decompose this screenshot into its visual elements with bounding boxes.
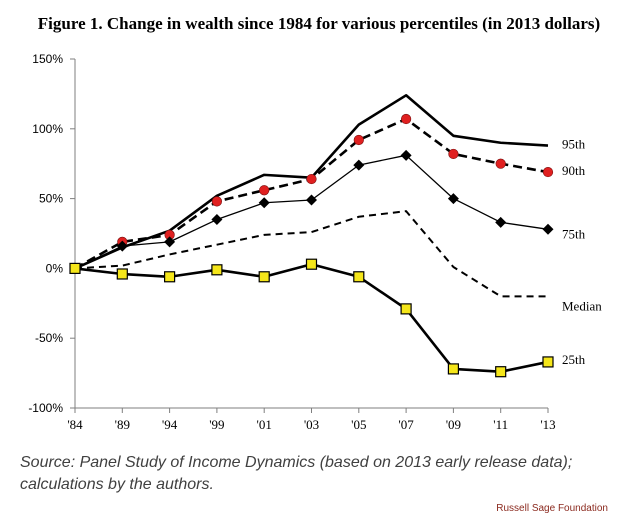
series-label-95th: 95th xyxy=(562,137,586,152)
data-point-90th xyxy=(542,166,554,178)
data-point-75th xyxy=(306,194,317,206)
data-point-90th xyxy=(306,173,317,185)
series-label-75th: 75th xyxy=(562,226,586,241)
y-tick-label: -50% xyxy=(35,331,63,345)
data-point-75th xyxy=(164,236,176,248)
x-tick-label: '94 xyxy=(162,417,178,432)
data-point-75th xyxy=(211,214,223,226)
x-tick-label: '84 xyxy=(67,417,83,432)
x-tick-label: '99 xyxy=(209,417,224,432)
data-point-25th xyxy=(495,366,507,378)
data-point-75th xyxy=(542,223,554,235)
data-point-25th xyxy=(164,271,176,283)
data-point-25th xyxy=(116,268,128,280)
data-point-90th xyxy=(448,148,459,160)
x-tick-label: '01 xyxy=(257,417,272,432)
data-point-75th xyxy=(447,193,459,205)
series-line-25th xyxy=(74,262,549,374)
chart-title: Figure 1. Change in wealth since 1984 fo… xyxy=(37,14,601,33)
x-tick-label: '11 xyxy=(493,417,508,432)
data-point-25th xyxy=(211,264,223,276)
source-note: Source: Panel Study of Income Dynamics (… xyxy=(20,454,573,493)
series-label-median: Median xyxy=(562,298,602,313)
data-point-75th xyxy=(116,240,128,252)
data-point-75th xyxy=(495,216,507,228)
data-point-25th xyxy=(542,356,554,368)
data-point-75th xyxy=(258,197,270,209)
data-point-25th xyxy=(305,258,318,270)
data-point-25th xyxy=(400,303,412,315)
data-point-75th xyxy=(400,149,412,161)
series-line-75th xyxy=(74,154,549,269)
data-point-25th xyxy=(69,262,81,274)
y-tick-label: -100% xyxy=(28,401,63,415)
x-tick-label: '07 xyxy=(398,417,414,432)
x-tick-label: '03 xyxy=(304,417,319,432)
y-tick-label: 100% xyxy=(32,122,63,136)
series-label-90th: 90th xyxy=(562,163,586,178)
data-point-90th xyxy=(495,158,506,169)
data-point-90th xyxy=(401,113,412,125)
y-tick-label: 0% xyxy=(46,261,64,275)
data-point-90th xyxy=(259,185,270,196)
data-point-75th xyxy=(353,159,365,171)
series-label-25th: 25th xyxy=(562,352,586,367)
x-tick-label: '09 xyxy=(446,417,461,432)
y-tick-label: 150% xyxy=(32,52,63,66)
data-point-25th xyxy=(353,271,365,283)
y-tick-label: 50% xyxy=(39,192,63,206)
x-tick-label: '13 xyxy=(540,417,555,432)
credit-label: Russell Sage Foundation xyxy=(496,503,608,514)
x-tick-label: '05 xyxy=(351,417,366,432)
data-point-25th xyxy=(258,271,270,283)
data-point-90th xyxy=(211,196,222,207)
data-point-25th xyxy=(447,363,459,375)
x-tick-label: '89 xyxy=(115,417,130,432)
series-line-90th xyxy=(74,117,549,270)
series-line-median xyxy=(74,210,548,298)
data-point-90th xyxy=(353,134,364,146)
